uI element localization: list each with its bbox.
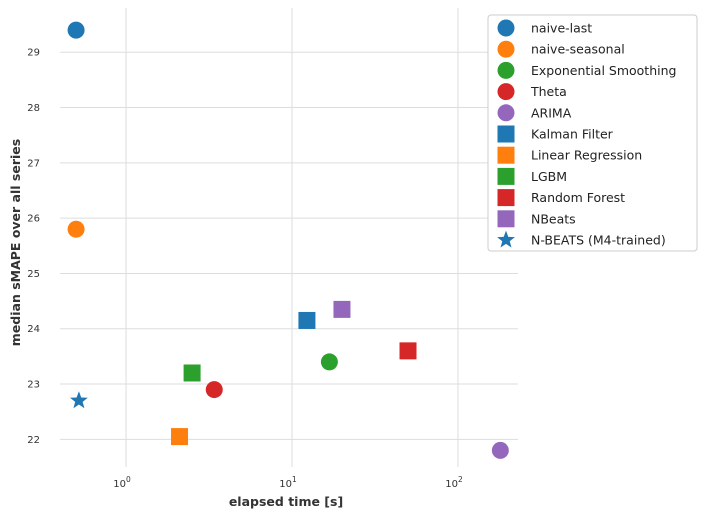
legend-entry-naive-last: naive-last [531,21,592,36]
legend-entry-random-forest: Random Forest [531,190,625,205]
legend-box [487,14,698,252]
data-point-theta [205,381,223,399]
data-point-nbeats [333,300,351,318]
data-point-naive-seasonal [67,220,85,238]
legend-marker-lgbm [497,167,515,185]
legend-marker-random-forest [497,189,515,207]
legend-marker-linear-regression [497,146,515,164]
y-axis-label: median sMAPE over all series [8,139,23,346]
y-tick-label: 24 [27,324,40,335]
legend-entry-theta: Theta [530,84,567,99]
data-points [67,21,509,459]
x-axis-label: elapsed time [s] [229,494,343,509]
data-point-kalman-filter [298,311,316,329]
legend-entry-exponential-smoothing: Exponential Smoothing [531,63,676,78]
legend-entry-arima: ARIMA [531,105,572,120]
data-point-lgbm [183,364,201,382]
legend-marker-naive-last [497,19,515,37]
tick-labels: 22 23 24 25 26 27 28 29 100 101 102 [27,48,463,490]
y-tick-label: 25 [27,269,40,280]
y-tick-label: 27 [27,158,40,169]
grid [60,8,518,467]
data-point-random-forest [399,342,417,360]
legend-marker-kalman-filter [497,125,515,143]
y-tick-label: 26 [27,214,40,225]
legend-entry-n-beats-m4-trained: N-BEATS (M4-trained) [531,233,666,248]
legend-marker-exponential-smoothing [497,61,515,79]
legend-marker-nbeats [497,210,515,228]
y-tick-label: 23 [27,380,40,391]
legend: naive-last naive-seasonal Exponential Smoo… [487,14,698,252]
x-tick-label: 102 [445,475,463,490]
legend-marker-n-beats-m4-trained [497,230,515,248]
legend-entry-naive-seasonal: naive-seasonal [531,42,625,57]
legend-marker-arima [497,104,515,122]
data-point-n-beats-m4-trained [70,391,88,409]
legend-entry-nbeats: NBeats [531,211,576,226]
y-tick-label: 28 [27,103,40,114]
y-tick-label: 29 [27,48,40,59]
legend-marker-theta [497,83,515,101]
legend-entry-lgbm: LGBM [531,169,567,184]
data-point-linear-regression [171,428,189,446]
y-tick-label: 22 [27,435,40,446]
data-point-naive-last [67,21,85,39]
x-tick-label: 101 [279,475,297,490]
legend-entry-kalman-filter: Kalman Filter [531,127,614,142]
legend-entry-linear-regression: Linear Regression [531,148,642,163]
data-point-arima [491,441,509,459]
data-point-exponential-smoothing [320,353,338,371]
x-tick-label: 100 [113,475,131,490]
legend-marker-naive-seasonal [497,40,515,58]
